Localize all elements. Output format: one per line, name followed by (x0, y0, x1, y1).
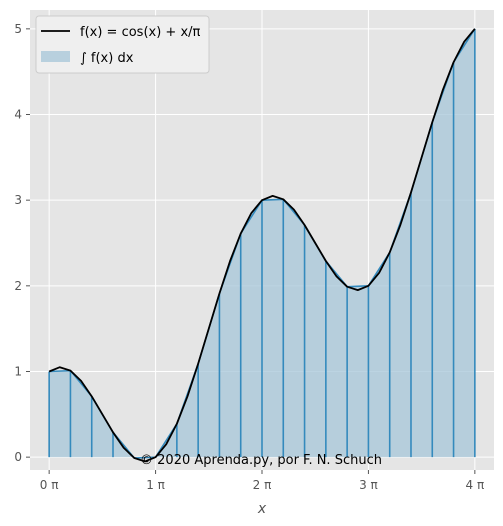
y-tick-label: 1 (14, 364, 22, 378)
legend-label-function: f(x) = cos(x) + x/π (80, 25, 201, 40)
axis-ticks: 0 π 1 π 2 π 3 π 4 π 0 1 2 3 4 5 (14, 22, 484, 492)
y-tick-label: 4 (14, 108, 22, 122)
legend-label-integral: ∫ f(x) dx (80, 51, 134, 66)
x-tick-label: 1 π (146, 478, 165, 492)
x-tick-label: 0 π (40, 478, 59, 492)
function-curve (48, 28, 476, 463)
y-tick-label: 3 (14, 193, 22, 207)
legend: f(x) = cos(x) + x/π ∫ f(x) dx (35, 15, 210, 74)
legend-box (35, 15, 210, 74)
legend-patch-marker (41, 51, 70, 62)
x-axis-label: x (257, 501, 267, 517)
y-tick-label: 2 (14, 279, 22, 293)
area-series (48, 28, 476, 459)
copyright-annotation: © 2020 Aprenda.py, por F. N. Schuch (140, 453, 382, 468)
y-tick-label: 5 (14, 22, 22, 36)
line-series (48, 28, 476, 463)
y-tick-label: 0 (14, 450, 22, 464)
x-tick-label: 3 π (359, 478, 378, 492)
x-tick-label: 4 π (466, 478, 485, 492)
x-tick-label: 2 π (253, 478, 272, 492)
